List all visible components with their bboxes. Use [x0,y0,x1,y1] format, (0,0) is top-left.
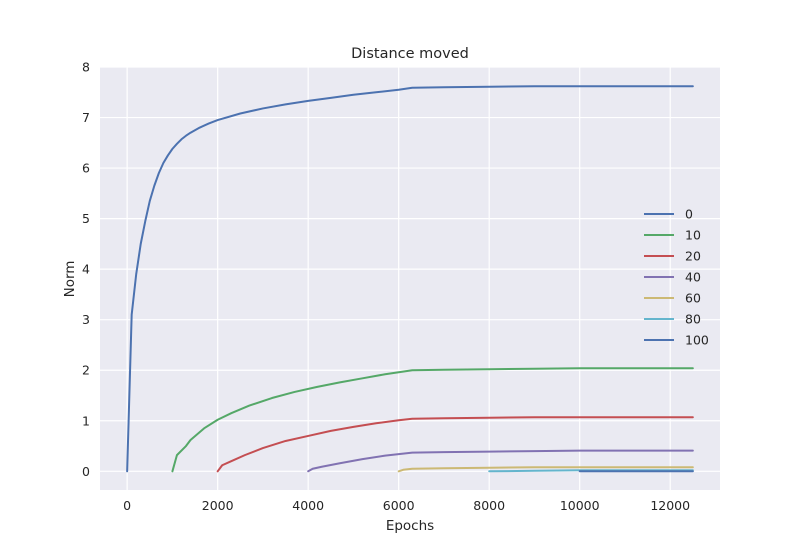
y-tick-label: 2 [82,363,90,378]
legend-label-20: 20 [685,249,701,264]
x-tick-label: 2000 [202,498,234,513]
y-tick-label: 6 [82,161,90,176]
series-line-20 [216,416,694,473]
legend: 0 10 20 40 60 80 100 [644,207,709,348]
y-axis-label: Norm [62,261,78,298]
legend-label-60: 60 [685,291,701,306]
y-tick-label: 7 [82,110,90,125]
y-tick-label: 1 [82,413,90,428]
series-layer [126,85,694,473]
tick-layer: 0 2000 4000 6000 8000 10000 12000 0 1 2 3 4 5 6 7 8 [82,60,690,514]
x-tick-label: 8000 [473,498,505,513]
y-tick-label: 4 [82,262,90,277]
series-line-60 [397,466,694,473]
x-tick-label: 12000 [650,498,690,513]
legend-label-80: 80 [685,312,701,327]
y-tick-label: 0 [82,464,90,479]
legend-label-100: 100 [685,333,709,348]
x-tick-label: 4000 [292,498,324,513]
x-axis-label: Epochs [386,518,434,534]
series-line-0 [126,85,694,473]
series-line-80 [488,469,694,473]
series-line-40 [307,449,694,473]
x-tick-label: 0 [123,498,131,513]
y-tick-label: 8 [82,60,90,75]
y-tick-label: 3 [82,312,90,327]
y-tick-label: 5 [82,211,90,226]
chart-title: Distance moved [351,46,469,62]
legend-label-40: 40 [685,270,701,285]
series-line-10 [171,367,694,473]
legend-label-10: 10 [685,228,701,243]
x-tick-label: 10000 [560,498,600,513]
x-tick-label: 6000 [383,498,415,513]
legend-label-0: 0 [685,207,693,222]
